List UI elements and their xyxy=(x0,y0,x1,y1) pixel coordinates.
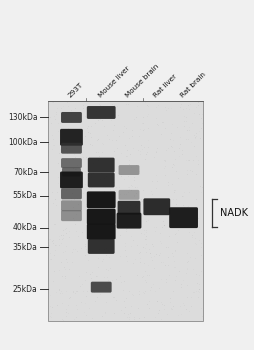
Text: 100kDa: 100kDa xyxy=(8,138,38,147)
Text: Mouse liver: Mouse liver xyxy=(97,65,130,99)
Text: 293T: 293T xyxy=(67,82,84,99)
Text: Rat brain: Rat brain xyxy=(179,71,206,99)
Text: Mouse brain: Mouse brain xyxy=(124,63,160,99)
FancyBboxPatch shape xyxy=(117,201,140,215)
FancyBboxPatch shape xyxy=(118,190,139,200)
FancyBboxPatch shape xyxy=(169,207,197,228)
Text: 70kDa: 70kDa xyxy=(13,168,38,176)
FancyBboxPatch shape xyxy=(87,173,114,187)
FancyBboxPatch shape xyxy=(60,129,83,146)
Bar xyxy=(47,100,203,321)
FancyBboxPatch shape xyxy=(61,112,82,123)
FancyBboxPatch shape xyxy=(87,191,115,208)
Text: 40kDa: 40kDa xyxy=(13,223,38,232)
FancyBboxPatch shape xyxy=(61,200,82,211)
FancyBboxPatch shape xyxy=(116,213,141,229)
FancyBboxPatch shape xyxy=(87,209,115,225)
FancyBboxPatch shape xyxy=(61,143,82,154)
Text: Rat liver: Rat liver xyxy=(152,73,177,99)
FancyBboxPatch shape xyxy=(62,168,81,176)
FancyBboxPatch shape xyxy=(60,172,83,188)
FancyBboxPatch shape xyxy=(87,106,115,119)
Text: 25kDa: 25kDa xyxy=(13,285,38,294)
FancyBboxPatch shape xyxy=(90,282,111,293)
FancyBboxPatch shape xyxy=(87,239,114,254)
FancyBboxPatch shape xyxy=(87,224,115,239)
FancyBboxPatch shape xyxy=(118,165,139,175)
FancyBboxPatch shape xyxy=(61,188,82,199)
FancyBboxPatch shape xyxy=(61,210,82,221)
FancyBboxPatch shape xyxy=(143,198,169,215)
Text: 35kDa: 35kDa xyxy=(13,243,38,252)
Text: NADK: NADK xyxy=(219,208,247,218)
FancyBboxPatch shape xyxy=(61,158,82,168)
Text: 130kDa: 130kDa xyxy=(8,113,38,122)
FancyBboxPatch shape xyxy=(87,158,114,173)
Text: 55kDa: 55kDa xyxy=(13,191,38,200)
